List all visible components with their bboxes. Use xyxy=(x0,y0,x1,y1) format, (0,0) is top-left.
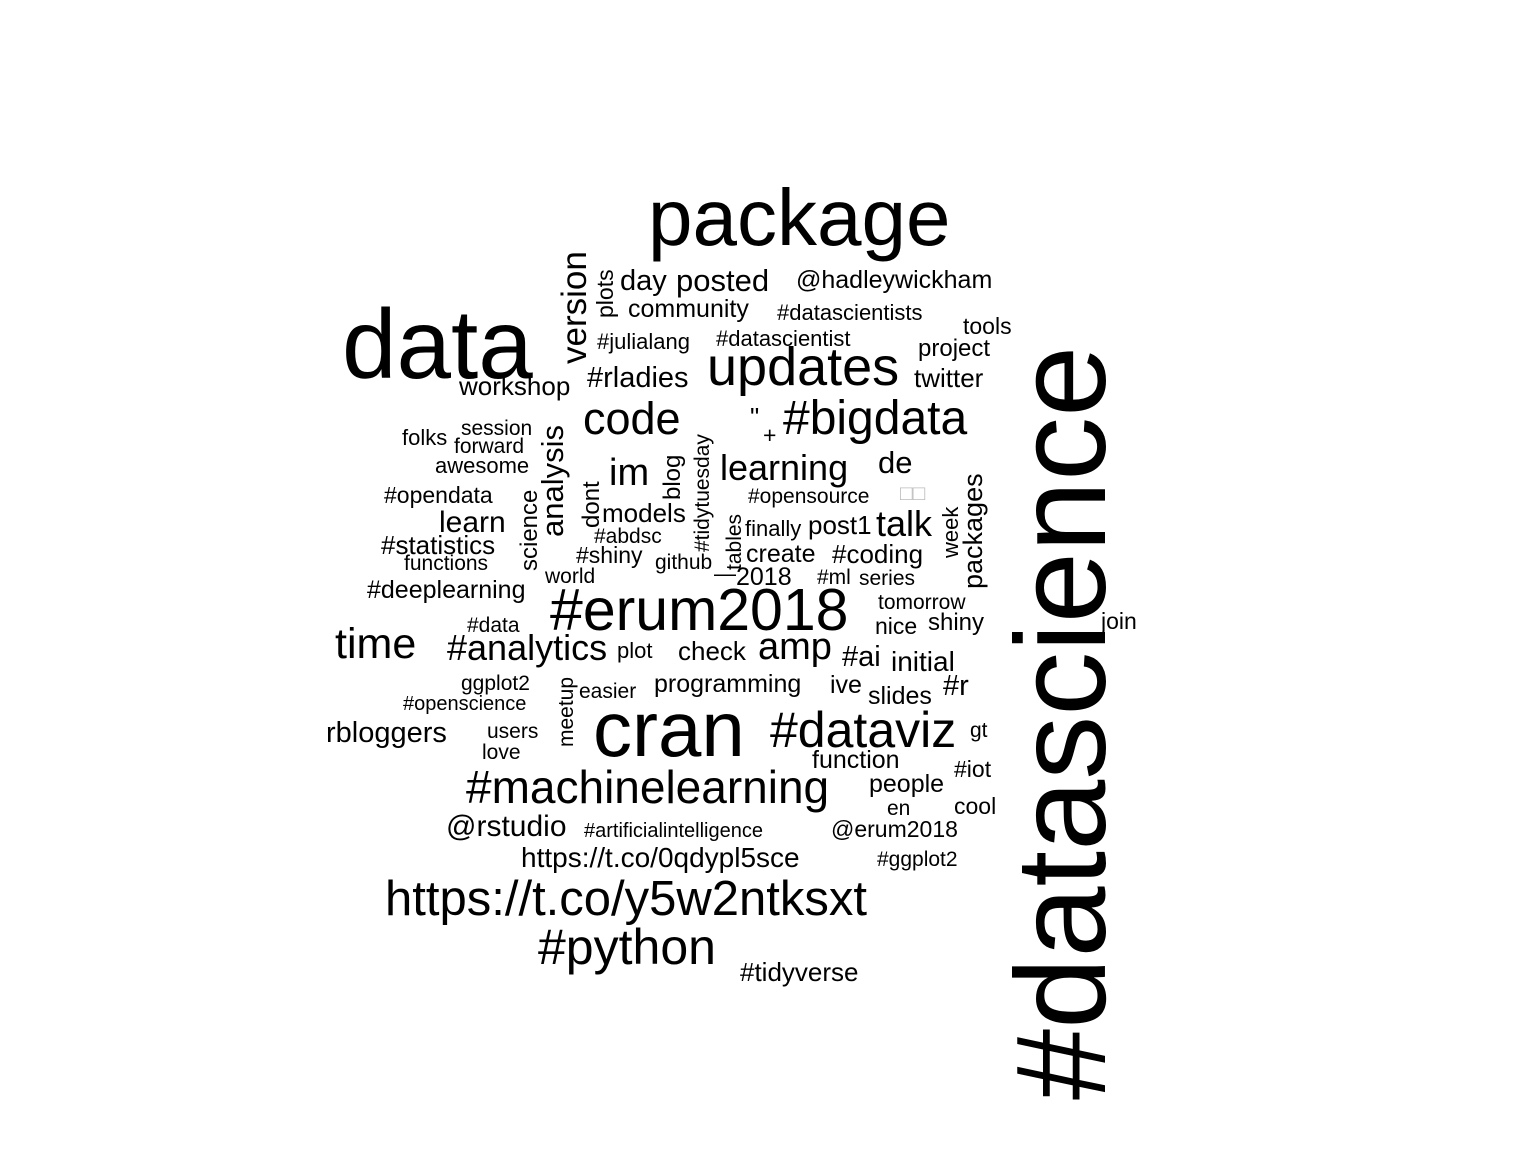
word-plus: + xyxy=(763,422,777,448)
word-url-y5w: https://t.co/y5w2ntksxt xyxy=(385,872,868,926)
word-learning: learning xyxy=(720,447,849,488)
word-cran: cran xyxy=(593,685,745,773)
word-machinelearning: #machinelearning xyxy=(466,761,830,813)
word-erum2018-handle: @erum2018 xyxy=(831,816,958,842)
word-data-hash: #data xyxy=(467,614,520,637)
word-finally: finally xyxy=(745,516,802,541)
word-quote: " xyxy=(750,402,760,432)
word-dont: dont xyxy=(578,481,605,528)
word-r: #r xyxy=(943,670,969,702)
word-version: version xyxy=(555,251,594,364)
word-ggplot2: ggplot2 xyxy=(461,672,530,695)
word-ggplot2-hash: #ggplot2 xyxy=(877,848,958,871)
word-community: community xyxy=(628,295,749,323)
word-rladies: #rladies xyxy=(587,362,689,394)
word-code: code xyxy=(583,393,681,444)
word-join: join xyxy=(1101,608,1137,634)
word-de: de xyxy=(878,445,913,480)
word-cool: cool xyxy=(954,793,997,819)
word-tools: tools xyxy=(963,313,1012,339)
word-tidyverse: #tidyverse xyxy=(740,957,859,987)
word-functions: functions xyxy=(404,552,489,575)
word-love: love xyxy=(482,741,521,764)
word-deeplearning: #deeplearning xyxy=(367,576,526,604)
word-talk: talk xyxy=(876,503,933,544)
word-2018: 2018 xyxy=(736,563,792,591)
word-posted: posted xyxy=(676,263,770,298)
word-ml: #ml xyxy=(817,566,851,589)
word-opendata: #opendata xyxy=(384,482,493,508)
word-im: im xyxy=(609,452,650,494)
word-datascientists: #datascientists xyxy=(777,300,923,325)
word-boxes: □□ xyxy=(900,482,926,505)
word-data: data xyxy=(342,289,533,399)
word-check: check xyxy=(678,636,746,666)
word-iot: #iot xyxy=(954,756,992,782)
word-series: series xyxy=(859,567,916,590)
word-initial: initial xyxy=(891,646,955,677)
word-en: en xyxy=(887,797,911,820)
word-statistics: #statistics xyxy=(381,530,496,560)
word-shiny-hash: #shiny xyxy=(576,542,643,568)
word-tomorrow: tomorrow xyxy=(878,591,966,614)
word-easier: easier xyxy=(579,680,637,703)
word-package: package xyxy=(648,173,951,262)
word-world: world xyxy=(545,565,596,588)
word-day: day xyxy=(620,265,667,297)
word-shiny: shiny xyxy=(928,609,985,636)
word-models: models xyxy=(602,498,686,528)
word-function: function xyxy=(812,746,900,774)
word-coding: #coding xyxy=(832,539,924,569)
word-packages: packages xyxy=(958,473,988,589)
word-ai: #ai xyxy=(842,641,881,673)
word-learn: learn xyxy=(439,506,506,539)
word-users: users xyxy=(487,720,539,743)
word-url-0qd: https://t.co/0qdypl5sce xyxy=(521,842,800,873)
word-erum2018: #erum2018 xyxy=(550,577,849,643)
word-folks: folks xyxy=(402,425,448,450)
word-rbloggers: rbloggers xyxy=(326,717,447,749)
word-dash: — xyxy=(714,561,736,586)
word-bigdata: #bigdata xyxy=(783,392,968,445)
word-github: github xyxy=(655,551,713,574)
word-create: create xyxy=(746,540,816,568)
word-meetup: meetup xyxy=(555,676,578,747)
word-time: time xyxy=(335,620,417,668)
word-programming: programming xyxy=(654,670,802,698)
word-artificialintelligence: #artificialintelligence xyxy=(584,820,763,842)
word-opensource: #opensource xyxy=(748,485,870,508)
word-slides: slides xyxy=(868,682,932,710)
word-plot: plot xyxy=(617,638,653,663)
word-people: people xyxy=(869,770,945,798)
word-nice: nice xyxy=(875,613,918,639)
word-rstudio: @rstudio xyxy=(446,810,567,843)
word-julialang: #julialang xyxy=(597,329,690,354)
word-blog: blog xyxy=(659,454,686,500)
word-abdsc: #abdsc xyxy=(594,525,662,548)
word-openscience: #openscience xyxy=(403,693,527,715)
word-twitter: twitter xyxy=(914,363,984,393)
word-amp: amp xyxy=(758,626,832,668)
word-tidytuesday: #tidytuesday xyxy=(691,434,714,552)
word-ive: ive xyxy=(830,671,862,699)
word-python: #python xyxy=(538,919,716,975)
word-hadleywickham: @hadleywickham xyxy=(796,266,993,294)
word-plots: plots xyxy=(592,269,618,318)
word-post1: post1 xyxy=(808,510,872,540)
word-workshop: workshop xyxy=(459,371,571,401)
word-awesome: awesome xyxy=(435,453,530,478)
word-science: science xyxy=(516,489,543,571)
word-gt: gt xyxy=(970,719,988,742)
word-forward: forward xyxy=(454,435,525,458)
word-analytics: #analytics xyxy=(447,627,608,668)
word-session: session xyxy=(461,417,533,440)
word-datascience: #datascience xyxy=(990,345,1133,1100)
word-project: project xyxy=(918,335,991,362)
word-updates: updates xyxy=(707,337,900,397)
word-datascientist: #datascientist xyxy=(716,326,851,351)
word-tables: tables xyxy=(723,513,746,570)
word-dataviz: #dataviz xyxy=(770,702,957,758)
